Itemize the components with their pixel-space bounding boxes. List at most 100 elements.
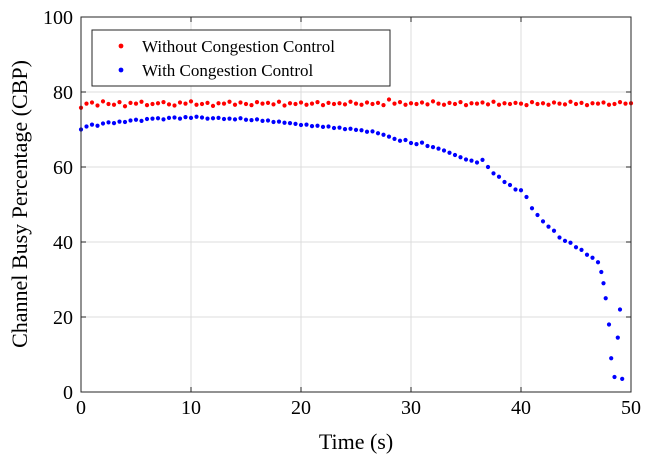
data-point	[293, 101, 298, 107]
data-point	[375, 131, 381, 136]
data-point	[89, 100, 95, 105]
data-point	[172, 103, 177, 108]
legend-label-with-congestion-control: With Congestion Control	[142, 61, 313, 80]
data-point	[491, 99, 496, 104]
data-point	[573, 101, 579, 107]
data-point	[601, 281, 606, 286]
data-point	[447, 100, 452, 105]
data-point	[205, 116, 210, 121]
data-point	[551, 100, 557, 105]
data-point	[133, 117, 139, 122]
data-point	[144, 103, 150, 108]
data-point	[485, 164, 491, 170]
data-point	[150, 101, 155, 107]
data-point	[425, 102, 430, 107]
data-point	[485, 102, 491, 107]
data-point	[243, 101, 249, 107]
data-point	[430, 99, 436, 104]
data-point	[271, 102, 276, 107]
data-point	[221, 116, 227, 122]
data-point	[601, 100, 606, 105]
data-point	[331, 125, 337, 131]
data-point	[590, 255, 595, 260]
data-point	[199, 101, 205, 107]
data-point	[463, 103, 469, 108]
data-point	[584, 103, 590, 108]
data-point	[265, 100, 271, 105]
data-point	[111, 102, 117, 107]
data-point	[254, 100, 260, 105]
data-point	[408, 101, 414, 106]
data-point	[133, 101, 139, 106]
y-axis-label: Channel Busy Percentage (CBP)	[7, 60, 32, 348]
data-point	[117, 119, 122, 124]
data-point	[128, 118, 133, 123]
data-point	[293, 121, 298, 126]
data-point	[331, 101, 337, 107]
data-point	[540, 219, 546, 224]
data-point	[342, 127, 348, 132]
data-point	[144, 116, 150, 122]
data-point	[249, 103, 254, 108]
data-point	[216, 101, 221, 106]
data-point	[463, 157, 469, 162]
data-point	[194, 114, 199, 119]
data-point	[496, 102, 502, 107]
data-point	[557, 101, 562, 106]
data-point	[562, 102, 568, 107]
data-point	[513, 187, 518, 192]
data-point	[210, 116, 216, 121]
data-point	[249, 118, 254, 123]
data-point	[304, 102, 309, 107]
data-point	[177, 116, 183, 121]
data-point	[480, 157, 485, 162]
data-point	[436, 101, 441, 106]
legend-label-without-congestion-control: Without Congestion Control	[142, 37, 335, 56]
y-tick-label: 40	[53, 232, 73, 254]
data-point	[232, 102, 238, 107]
data-point	[392, 136, 397, 141]
data-point	[122, 119, 128, 125]
data-point	[529, 206, 535, 211]
data-point	[326, 100, 331, 105]
data-point	[337, 125, 342, 130]
data-point	[568, 240, 573, 245]
data-point	[150, 116, 155, 121]
data-point	[419, 140, 425, 145]
series-1	[78, 114, 625, 381]
data-point	[458, 100, 463, 105]
data-point	[606, 322, 612, 327]
data-point	[221, 101, 227, 106]
data-point	[183, 101, 188, 106]
data-point	[529, 100, 535, 105]
data-point	[359, 128, 364, 133]
data-point	[452, 152, 458, 158]
data-point	[238, 116, 243, 121]
data-point	[502, 179, 507, 185]
data-point	[579, 100, 584, 105]
data-point	[298, 122, 304, 128]
data-point	[524, 194, 529, 200]
data-point	[342, 102, 348, 107]
data-point	[474, 101, 480, 106]
data-point	[606, 102, 612, 107]
data-point	[458, 155, 463, 160]
data-point	[609, 356, 614, 361]
data-point	[260, 118, 265, 123]
data-point	[84, 124, 89, 129]
data-point	[254, 117, 260, 122]
data-point	[282, 120, 287, 125]
data-point	[177, 100, 183, 105]
data-point	[392, 101, 397, 106]
data-point	[370, 101, 375, 107]
data-point	[298, 100, 304, 105]
data-point	[161, 100, 166, 105]
data-point	[282, 103, 287, 108]
data-point	[507, 101, 513, 107]
tick-labels: 0 10 20 30 40 50 0 20 40 60 80 100	[43, 7, 641, 419]
data-point	[238, 100, 243, 105]
data-point	[216, 115, 221, 120]
data-point	[535, 212, 540, 218]
data-point	[386, 134, 392, 139]
data-point	[535, 101, 540, 107]
